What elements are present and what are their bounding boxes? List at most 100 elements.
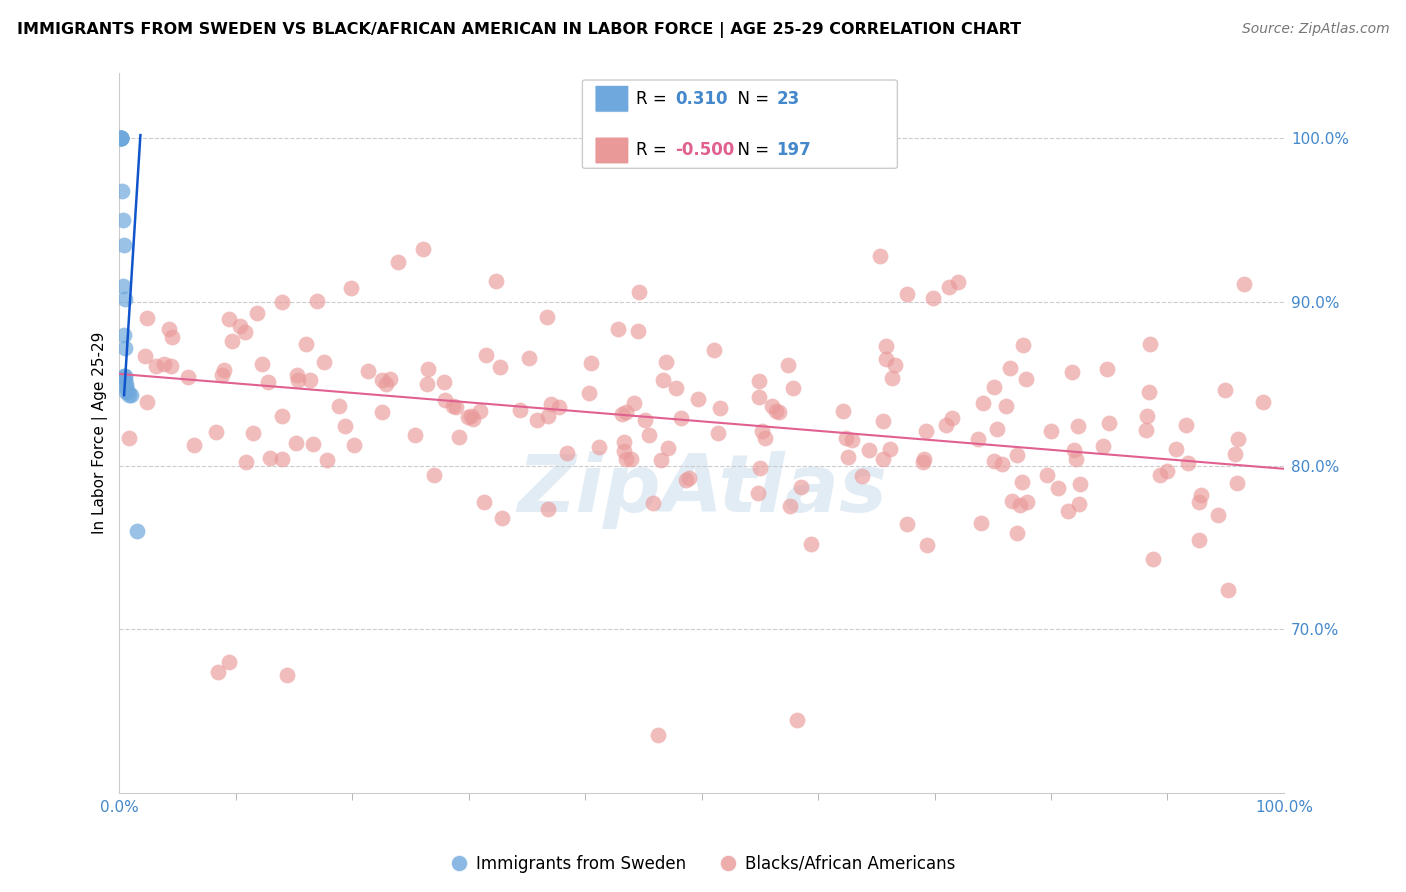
Point <box>110 131 132 145</box>
Point <box>1098 416 1121 430</box>
Point <box>299 372 322 386</box>
Point <box>896 286 918 301</box>
Point <box>1149 467 1171 482</box>
Point <box>110 131 132 145</box>
Point <box>371 405 394 419</box>
Point <box>1047 481 1070 495</box>
Point <box>915 424 938 438</box>
Point <box>1177 456 1199 470</box>
Point <box>485 274 508 288</box>
Point <box>285 435 308 450</box>
Point <box>709 401 731 415</box>
Point <box>526 413 548 427</box>
Point <box>837 450 859 464</box>
Text: -0.500: -0.500 <box>675 142 734 160</box>
Point <box>433 393 456 408</box>
Point <box>1011 475 1033 489</box>
Point <box>623 396 645 410</box>
Point <box>612 435 634 450</box>
Point <box>786 714 808 728</box>
Point <box>776 358 799 372</box>
Point <box>242 426 264 441</box>
Y-axis label: In Labor Force | Age 25-29: In Labor Force | Age 25-29 <box>93 332 108 534</box>
Point <box>935 418 957 433</box>
Point <box>800 536 823 550</box>
Point <box>1007 526 1029 541</box>
Point <box>779 499 801 513</box>
Point <box>276 668 298 682</box>
Point <box>579 356 602 370</box>
Point <box>509 402 531 417</box>
Point <box>205 425 228 439</box>
Point <box>1040 424 1063 438</box>
Point <box>111 213 134 227</box>
Point <box>1001 494 1024 508</box>
Point <box>1136 409 1159 423</box>
Point <box>259 450 281 465</box>
Point <box>1187 495 1209 509</box>
Point <box>489 359 512 374</box>
Point <box>221 334 243 348</box>
Point <box>675 473 697 487</box>
Point <box>307 293 329 308</box>
Point <box>678 471 700 485</box>
Point <box>271 409 294 424</box>
Point <box>110 131 132 145</box>
Point <box>114 372 136 386</box>
Point <box>880 370 903 384</box>
Point <box>1142 552 1164 566</box>
Text: 197: 197 <box>776 142 811 160</box>
Point <box>986 422 1008 436</box>
Point <box>111 278 134 293</box>
Point <box>536 310 558 324</box>
Point <box>941 411 963 425</box>
Point <box>1188 533 1211 548</box>
Point <box>841 433 863 447</box>
Point <box>657 441 679 455</box>
Point <box>875 339 897 353</box>
Point <box>983 454 1005 468</box>
Point <box>157 322 180 336</box>
Point <box>946 275 969 289</box>
Point <box>967 433 990 447</box>
Point <box>1005 448 1028 462</box>
Point <box>517 351 540 365</box>
Point <box>1223 447 1246 461</box>
Point <box>135 310 157 325</box>
Point <box>641 496 664 510</box>
Point <box>588 440 610 454</box>
Point <box>1218 583 1240 598</box>
Point <box>614 452 637 467</box>
Point <box>357 364 380 378</box>
Point <box>1227 432 1250 446</box>
FancyBboxPatch shape <box>582 80 897 169</box>
Point <box>470 404 492 418</box>
Point <box>634 413 657 427</box>
Point <box>211 368 233 382</box>
Point <box>287 373 309 387</box>
Point <box>460 409 482 423</box>
Point <box>707 425 730 440</box>
FancyBboxPatch shape <box>595 86 628 112</box>
Point <box>915 538 938 552</box>
Point <box>270 295 292 310</box>
Point <box>343 437 366 451</box>
Point <box>134 349 156 363</box>
Point <box>790 480 813 494</box>
Point <box>152 357 174 371</box>
Text: R =: R = <box>636 142 672 160</box>
Point <box>228 319 250 334</box>
Point <box>1189 488 1212 502</box>
Point <box>1062 365 1084 379</box>
Point <box>110 131 132 145</box>
Point <box>835 431 858 445</box>
Point <box>990 457 1012 471</box>
Point <box>433 376 456 390</box>
Point <box>748 390 770 404</box>
Text: 23: 23 <box>776 90 800 108</box>
Point <box>1092 440 1115 454</box>
Point <box>112 327 135 342</box>
Point <box>404 427 426 442</box>
Point <box>135 394 157 409</box>
Point <box>378 372 401 386</box>
